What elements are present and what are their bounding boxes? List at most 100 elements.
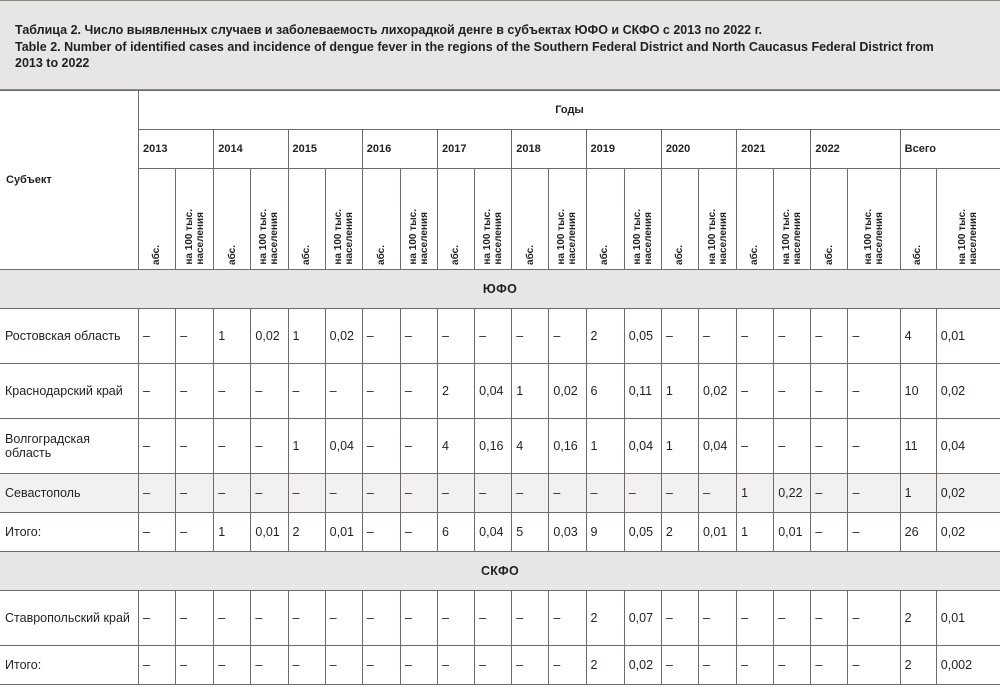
header-per-100k-line1: на 100 тыс.: [781, 209, 793, 265]
header-per-100k-label: на 100 тыс. населения: [482, 209, 504, 265]
incidence-value-cell: 0,02: [935, 363, 1000, 419]
abs-value-cell: –: [736, 363, 775, 419]
subject-name: Итого:: [5, 658, 42, 672]
table-row: Севастополь – – – – – – – – – – – – – – – –1 0,22– –1 0,02: [0, 473, 1000, 513]
incidence-value-cell: 0,16: [548, 418, 587, 474]
header-abs: абс.: [213, 168, 252, 270]
abs-value-cell: –: [810, 512, 849, 552]
abs-value-cell: –: [138, 473, 177, 513]
header-year-2019: 2019: [585, 129, 662, 169]
header-per-100k: на 100 тыс. населения: [250, 168, 289, 270]
header-per-100k: на 100 тыс. населения: [935, 168, 1000, 270]
header-per-100k: на 100 тыс. населения: [623, 168, 662, 270]
subject-cell: Ростовская область: [0, 308, 140, 364]
header-per-100k-line2: населения: [567, 212, 579, 265]
header-year-2021: 2021: [736, 129, 812, 169]
incidence-value-cell: –: [474, 308, 513, 364]
abs-value-cell: 5: [511, 512, 550, 552]
header-per-100k-label: на 100 тыс. населения: [258, 209, 280, 265]
incidence-value-cell: –: [175, 590, 215, 646]
abs-value-cell: –: [736, 308, 775, 364]
abs-value-cell: –: [213, 473, 252, 513]
abs-value-cell: –: [736, 590, 775, 646]
header-year-2020: 2020: [660, 129, 738, 169]
abs-value-cell: 2: [585, 308, 625, 364]
abs-value-cell: –: [660, 473, 699, 513]
header-per-100k-line2: населения: [874, 212, 886, 265]
abs-value-cell: 1: [660, 363, 699, 419]
incidence-value-cell: –: [399, 645, 439, 685]
abs-value-cell: –: [138, 363, 177, 419]
incidence-value-cell: –: [324, 363, 363, 419]
subject-name: Ставропольский край: [5, 611, 130, 625]
header-per-100k-line1: на 100 тыс.: [183, 209, 195, 265]
header-abs: абс.: [437, 168, 476, 270]
incidence-value-cell: –: [773, 418, 812, 474]
incidence-value-cell: –: [250, 590, 289, 646]
header-abs-label: абс.: [226, 245, 238, 265]
abs-value-cell: 2: [437, 363, 476, 419]
abs-value-cell: –: [287, 645, 326, 685]
abs-value-cell: –: [361, 645, 401, 685]
header-year-2015: 2015: [287, 129, 363, 169]
header-per-100k: на 100 тыс. населения: [773, 168, 812, 270]
table-body: ЮФО Ростовская область – –1 0,02 1 0,02– – – – – –2…: [0, 269, 1000, 685]
header-per-100k-line2: населения: [194, 212, 206, 265]
abs-value-cell: –: [138, 590, 177, 646]
incidence-value-cell: –: [847, 418, 901, 474]
abs-value-cell: –: [138, 418, 177, 474]
incidence-value-cell: –: [399, 308, 439, 364]
abs-value-cell: –: [511, 590, 550, 646]
header-per-100k: на 100 тыс. населения: [548, 168, 587, 270]
header-abs: абс.: [736, 168, 775, 270]
incidence-value-cell: 0,04: [474, 512, 513, 552]
header-abs-label: абс.: [450, 245, 462, 265]
header-per-100k-line1: на 100 тыс.: [957, 209, 969, 265]
header-per-100k-line2: населения: [717, 212, 729, 265]
header-per-100k: на 100 тыс. населения: [399, 168, 439, 270]
incidence-value-cell: 0,02: [250, 308, 289, 364]
header-per-100k: на 100 тыс. населения: [324, 168, 363, 270]
abs-value-cell: 11: [899, 418, 937, 474]
header-abs-label: абс.: [674, 245, 686, 265]
abs-value-cell: 6: [585, 363, 625, 419]
header-abs-label: абс.: [749, 245, 761, 265]
abs-value-cell: 1: [899, 473, 937, 513]
header-per-100k-label: на 100 тыс. населения: [333, 209, 355, 265]
total-row: Итого: – –1 0,01 2 0,01– –6 0,04 5 0,03 9 0,05 2 0,01…: [0, 512, 1000, 552]
header-subject: Субъект: [0, 90, 140, 270]
incidence-value-cell: 0,11: [623, 363, 662, 419]
incidence-value-cell: –: [250, 418, 289, 474]
abs-value-cell: –: [437, 645, 476, 685]
abs-value-cell: –: [660, 590, 699, 646]
abs-value-cell: –: [138, 308, 177, 364]
incidence-value-cell: –: [548, 308, 587, 364]
incidence-value-cell: –: [399, 418, 439, 474]
subject-name: Итого:: [5, 525, 42, 539]
abs-value-cell: –: [361, 418, 401, 474]
header-abs-label: абс.: [375, 245, 387, 265]
abs-value-cell: –: [810, 363, 849, 419]
header-abs: абс.: [810, 168, 849, 270]
abs-value-cell: 10: [899, 363, 937, 419]
abs-value-cell: –: [138, 512, 177, 552]
incidence-value-cell: 0,02: [697, 363, 738, 419]
abs-value-cell: –: [736, 645, 775, 685]
header-per-100k-label: на 100 тыс. населения: [863, 209, 885, 265]
abs-value-cell: –: [810, 473, 849, 513]
header-per-100k-line1: на 100 тыс.: [631, 209, 643, 265]
incidence-value-cell: 0,01: [935, 308, 1000, 364]
abs-value-cell: 2: [899, 645, 937, 685]
header-per-100k-label: на 100 тыс. населения: [184, 209, 206, 265]
header-abs: абс.: [361, 168, 401, 270]
header-per-100k: на 100 тыс. населения: [847, 168, 901, 270]
header-year-2017: 2017: [437, 129, 513, 169]
abs-value-cell: 2: [660, 512, 699, 552]
header-abs-label: абс.: [599, 245, 611, 265]
header-per-100k-line2: населения: [792, 212, 804, 265]
header-per-100k-line1: на 100 тыс.: [258, 209, 270, 265]
abs-value-cell: –: [213, 645, 252, 685]
header-per-100k-label: на 100 тыс. населения: [957, 209, 979, 265]
header-per-100k-line1: на 100 тыс.: [706, 209, 718, 265]
abs-value-cell: –: [810, 418, 849, 474]
